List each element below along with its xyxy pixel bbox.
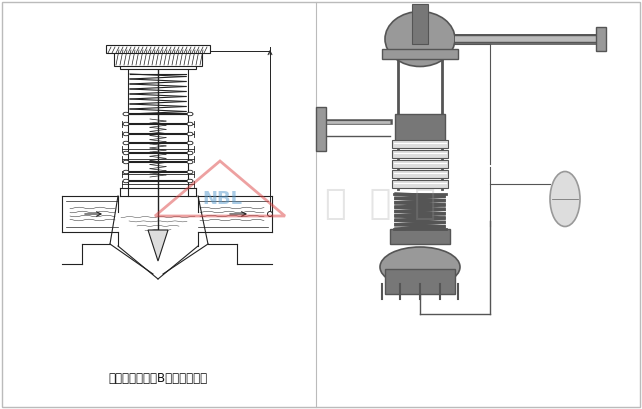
Ellipse shape xyxy=(187,151,193,155)
Ellipse shape xyxy=(123,160,129,164)
Polygon shape xyxy=(148,230,168,261)
Text: 社  佳  拉: 社 佳 拉 xyxy=(325,187,435,221)
Ellipse shape xyxy=(123,122,129,126)
Ellipse shape xyxy=(187,122,193,126)
Bar xyxy=(114,49,202,66)
Ellipse shape xyxy=(187,179,193,183)
Bar xyxy=(120,49,196,69)
Ellipse shape xyxy=(187,160,193,164)
Bar xyxy=(392,160,448,168)
Ellipse shape xyxy=(123,112,129,116)
Bar xyxy=(392,140,448,148)
Bar xyxy=(385,269,455,294)
Ellipse shape xyxy=(123,151,129,155)
Bar xyxy=(392,170,448,178)
Ellipse shape xyxy=(187,141,193,145)
Ellipse shape xyxy=(123,170,129,174)
Bar xyxy=(412,4,428,44)
Ellipse shape xyxy=(187,132,193,136)
Ellipse shape xyxy=(123,141,129,145)
Ellipse shape xyxy=(550,171,580,227)
Ellipse shape xyxy=(123,179,129,183)
Bar xyxy=(395,114,445,144)
Ellipse shape xyxy=(123,132,129,136)
Bar xyxy=(382,49,458,59)
Ellipse shape xyxy=(385,11,455,67)
Bar xyxy=(392,180,448,188)
Ellipse shape xyxy=(187,112,193,116)
Text: NBL: NBL xyxy=(202,190,242,208)
Text: 阀后压力调节（B型）工作原理: 阀后压力调节（B型）工作原理 xyxy=(108,373,207,386)
Bar xyxy=(316,107,326,151)
Ellipse shape xyxy=(380,247,460,287)
Bar xyxy=(596,27,606,51)
Bar xyxy=(392,150,448,158)
Bar xyxy=(390,229,450,244)
Circle shape xyxy=(268,211,272,216)
Bar xyxy=(106,45,210,53)
Ellipse shape xyxy=(187,170,193,174)
